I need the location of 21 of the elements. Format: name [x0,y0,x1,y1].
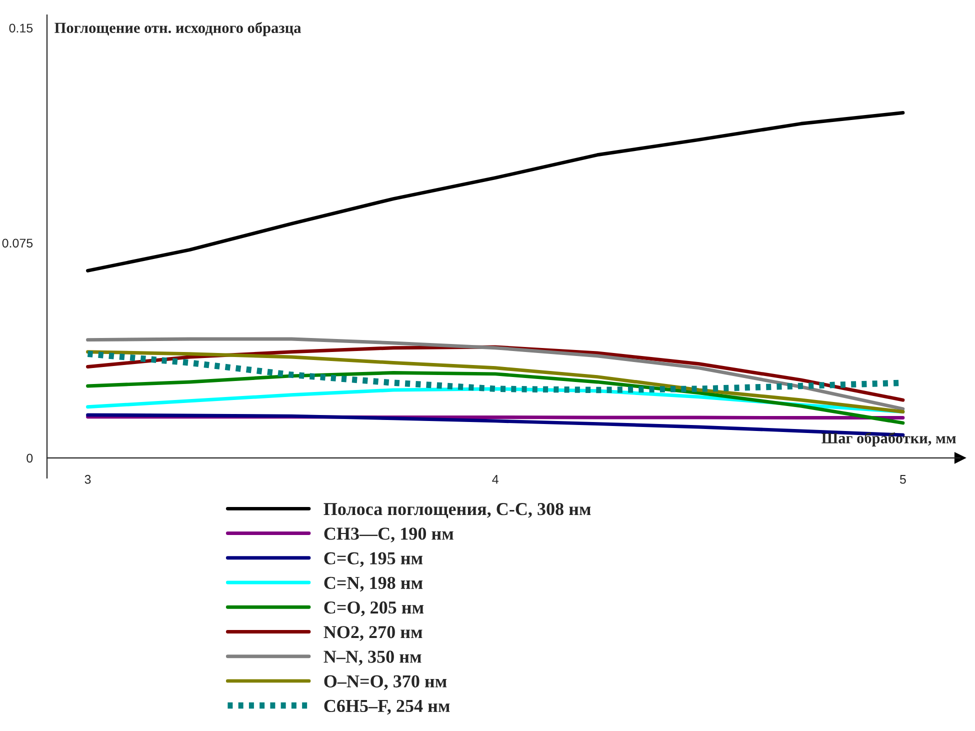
legend-label: O–N=O, 370 нм [324,675,447,690]
line-series [86,350,905,414]
legend-label: C=N, 198 нм [324,576,423,592]
legend-label: CH3—C, 190 нм [324,528,454,542]
x-tick-label: 4 [492,475,498,484]
x-tick-label: 5 [900,475,906,484]
line-series [86,111,905,272]
y-tick-label: 0 [26,454,33,463]
legend-label: NO2, 270 нм [324,626,422,641]
y-axis-title: Поглощение отн. исходного образца [54,22,302,36]
line-series [86,337,905,411]
x-axis-title: Шаг обработки, мм [822,432,956,446]
legend-label: C=C, 195 нм [324,552,423,568]
legend-label: C=O, 205 нм [324,601,424,616]
y-tick-label: 0.15 [9,24,33,33]
legend-label: N–N, 350 нм [324,650,422,666]
y-tick-label: 0.075 [2,238,33,248]
legend-label: C6H5–F, 254 нм [324,700,450,715]
line-series [86,371,905,425]
x-tick-label: 3 [84,474,91,484]
legend-label: Полоса поглощения, C-C, 308 нм [324,502,591,518]
